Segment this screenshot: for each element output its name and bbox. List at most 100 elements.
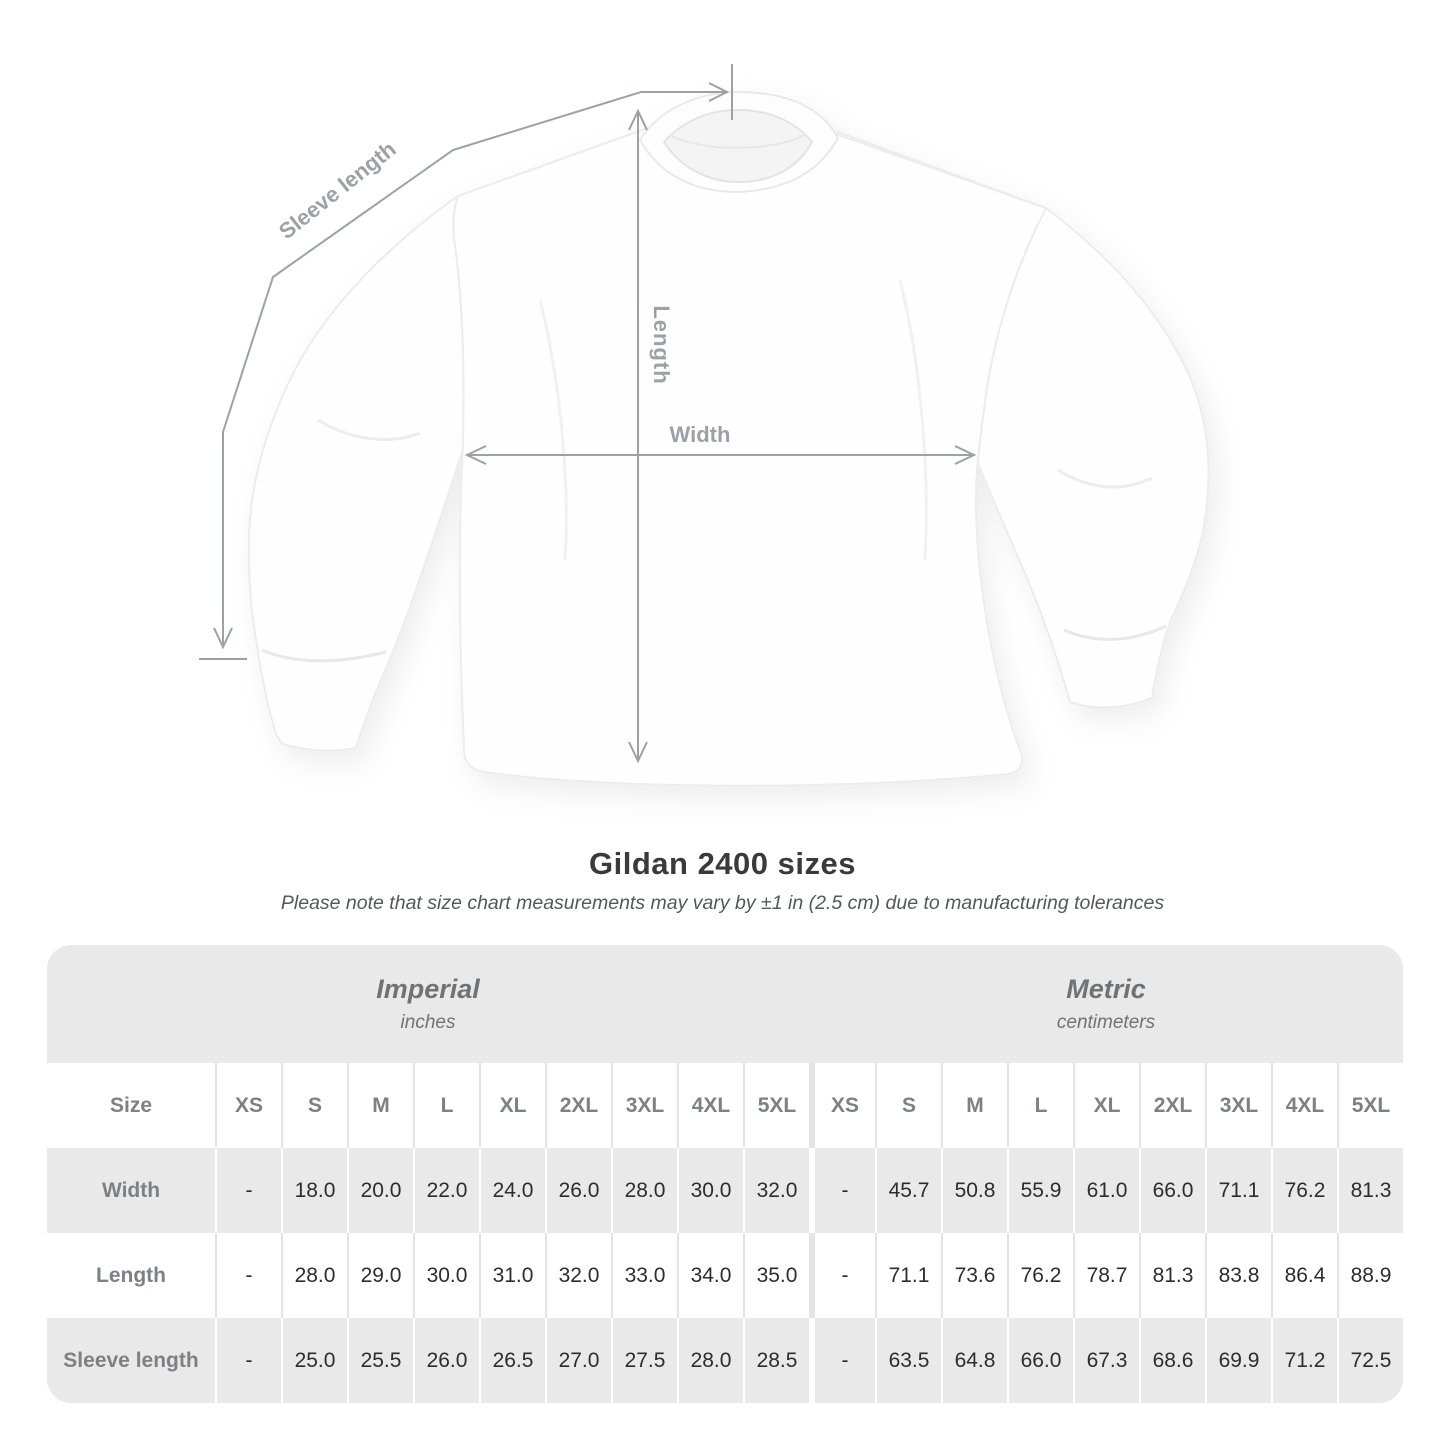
value-cell: 25.0 (281, 1318, 347, 1403)
value-cell: 81.3 (1337, 1148, 1403, 1233)
value-cell: 76.2 (1271, 1148, 1337, 1233)
metric-header: Metric centimeters (809, 945, 1403, 1063)
size-col-header: 2XL (545, 1063, 611, 1148)
value-cell: 86.4 (1271, 1233, 1337, 1318)
sleeve-length-arrow-down-icon (213, 627, 233, 650)
value-cell: 64.8 (941, 1318, 1007, 1403)
size-col-header: M (347, 1063, 413, 1148)
size-table: Imperial inches Metric centimeters Size X… (47, 945, 1403, 1403)
value-cell: 28.0 (611, 1148, 677, 1233)
value-cell: 69.9 (1205, 1318, 1271, 1403)
size-col-header: L (1007, 1063, 1073, 1148)
value-cell: 71.1 (1205, 1148, 1271, 1233)
size-col-header: XL (1073, 1063, 1139, 1148)
size-col-header: XL (479, 1063, 545, 1148)
size-col-header: L (413, 1063, 479, 1148)
sleeve-length-label: Sleeve length (274, 136, 401, 244)
width-arrow-left-icon (464, 445, 487, 465)
shirt-diagram: Sleeve length Length Width (199, 64, 1210, 787)
tolerance-note: Please note that size chart measurements… (280, 892, 1165, 914)
value-cell: - (215, 1233, 281, 1318)
width-label: Width (670, 422, 731, 447)
sleeve-wrinkle (317, 418, 421, 441)
body-wrinkle (538, 299, 568, 561)
value-cell: 30.0 (413, 1233, 479, 1318)
value-cell: 32.0 (545, 1233, 611, 1318)
value-cell: 28.0 (677, 1318, 743, 1403)
length-arrow-up-icon (628, 108, 648, 131)
value-cell: 28.0 (281, 1233, 347, 1318)
value-cell: 73.6 (941, 1233, 1007, 1318)
value-cell: 63.5 (875, 1318, 941, 1403)
value-cell: 71.1 (875, 1233, 941, 1318)
size-col-header: 4XL (1271, 1063, 1337, 1148)
imperial-header: Imperial inches (47, 945, 809, 1063)
width-arrow-right-icon (954, 445, 977, 465)
value-cell: 29.0 (347, 1233, 413, 1318)
collar-opening (662, 108, 814, 184)
row-label: Width (47, 1148, 215, 1233)
metric-title: Metric (1066, 974, 1146, 1004)
value-cell: 28.5 (743, 1318, 809, 1403)
value-cell: 61.0 (1073, 1148, 1139, 1233)
size-col-header: M (941, 1063, 1007, 1148)
page-title: Gildan 2400 sizes (589, 846, 856, 881)
value-cell: 34.0 (677, 1233, 743, 1318)
value-cell: 32.0 (743, 1148, 809, 1233)
value-cell: 83.8 (1205, 1233, 1271, 1318)
value-cell: 25.5 (347, 1318, 413, 1403)
value-cell: 66.0 (1007, 1318, 1073, 1403)
value-cell: 55.9 (1007, 1148, 1073, 1233)
sleeve-length-arrow-right-icon (708, 82, 730, 102)
size-col-header: 2XL (1139, 1063, 1205, 1148)
value-cell: 67.3 (1073, 1318, 1139, 1403)
row-label: Length (47, 1233, 215, 1318)
size-col-header: S (281, 1063, 347, 1148)
length-label: Length (649, 305, 674, 384)
size-col-header: XS (215, 1063, 281, 1148)
size-col-header: 3XL (611, 1063, 677, 1148)
value-cell: 45.7 (875, 1148, 941, 1233)
value-cell: - (809, 1148, 875, 1233)
value-cell: 76.2 (1007, 1233, 1073, 1318)
size-column-label: Size (47, 1063, 215, 1148)
value-cell: - (809, 1318, 875, 1403)
left-cuff-seam (261, 648, 387, 663)
value-cell: 18.0 (281, 1148, 347, 1233)
size-col-header: XS (809, 1063, 875, 1148)
sleeve-wrinkle (1057, 468, 1153, 489)
collar-back-seam (671, 133, 807, 149)
measurement-annotations (199, 64, 977, 764)
length-arrow-down-icon (628, 741, 648, 764)
value-cell: 33.0 (611, 1233, 677, 1318)
size-col-header: 3XL (1205, 1063, 1271, 1148)
value-cell: - (809, 1233, 875, 1318)
size-col-header: 4XL (677, 1063, 743, 1148)
body-wrinkle (898, 279, 928, 561)
imperial-unit: inches (400, 1012, 456, 1033)
right-cuff-seam (1063, 624, 1167, 641)
sleeve-length-line (222, 91, 727, 646)
value-cell: 27.5 (611, 1318, 677, 1403)
value-cell: 20.0 (347, 1148, 413, 1233)
value-cell: 88.9 (1337, 1233, 1403, 1318)
value-cell: 31.0 (479, 1233, 545, 1318)
metric-unit: centimeters (1056, 1012, 1156, 1033)
shirt-body (452, 126, 1048, 787)
size-col-header: 5XL (1337, 1063, 1403, 1148)
value-cell: 50.8 (941, 1148, 1007, 1233)
value-cell: - (215, 1318, 281, 1403)
size-col-header: S (875, 1063, 941, 1148)
value-cell: 24.0 (479, 1148, 545, 1233)
value-cell: 26.0 (545, 1148, 611, 1233)
value-cell: 68.6 (1139, 1318, 1205, 1403)
value-cell: - (215, 1148, 281, 1233)
row-label: Sleeve length (47, 1318, 215, 1403)
value-cell: 26.5 (479, 1318, 545, 1403)
value-cell: 71.2 (1271, 1318, 1337, 1403)
imperial-title: Imperial (376, 974, 480, 1004)
value-cell: 81.3 (1139, 1233, 1205, 1318)
value-cell: 27.0 (545, 1318, 611, 1403)
value-cell: 72.5 (1337, 1318, 1403, 1403)
